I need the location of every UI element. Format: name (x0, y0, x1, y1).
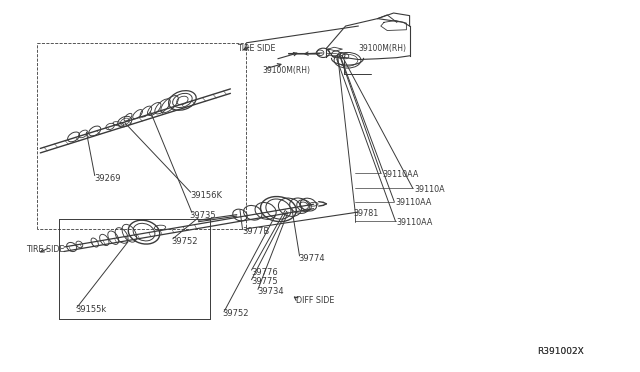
Text: 3977B: 3977B (242, 227, 269, 236)
Text: DIFF SIDE: DIFF SIDE (296, 296, 334, 305)
Text: 39100M(RH): 39100M(RH) (358, 44, 406, 53)
Text: R391002X: R391002X (538, 347, 584, 356)
Text: 39734: 39734 (257, 287, 284, 296)
Text: TIRE SIDE: TIRE SIDE (26, 245, 64, 254)
Text: 39269: 39269 (95, 174, 121, 183)
Text: 39100M(RH): 39100M(RH) (262, 66, 310, 75)
Text: 39781: 39781 (354, 209, 379, 218)
Text: 39735: 39735 (189, 211, 216, 220)
Text: R391002X: R391002X (538, 347, 584, 356)
Text: 39156K: 39156K (191, 191, 223, 200)
Text: 39110AA: 39110AA (396, 198, 432, 207)
Text: 39775: 39775 (251, 278, 278, 286)
Text: 39110AA: 39110AA (397, 218, 433, 227)
Text: TIRE SIDE: TIRE SIDE (237, 44, 275, 53)
Text: 39752: 39752 (172, 237, 198, 246)
Text: 39110AA: 39110AA (383, 170, 419, 179)
Text: 39776: 39776 (251, 268, 278, 277)
Text: 39774: 39774 (298, 254, 325, 263)
Text: 39752: 39752 (223, 309, 249, 318)
Text: 39110A: 39110A (414, 185, 445, 194)
Text: 39155k: 39155k (76, 305, 107, 314)
